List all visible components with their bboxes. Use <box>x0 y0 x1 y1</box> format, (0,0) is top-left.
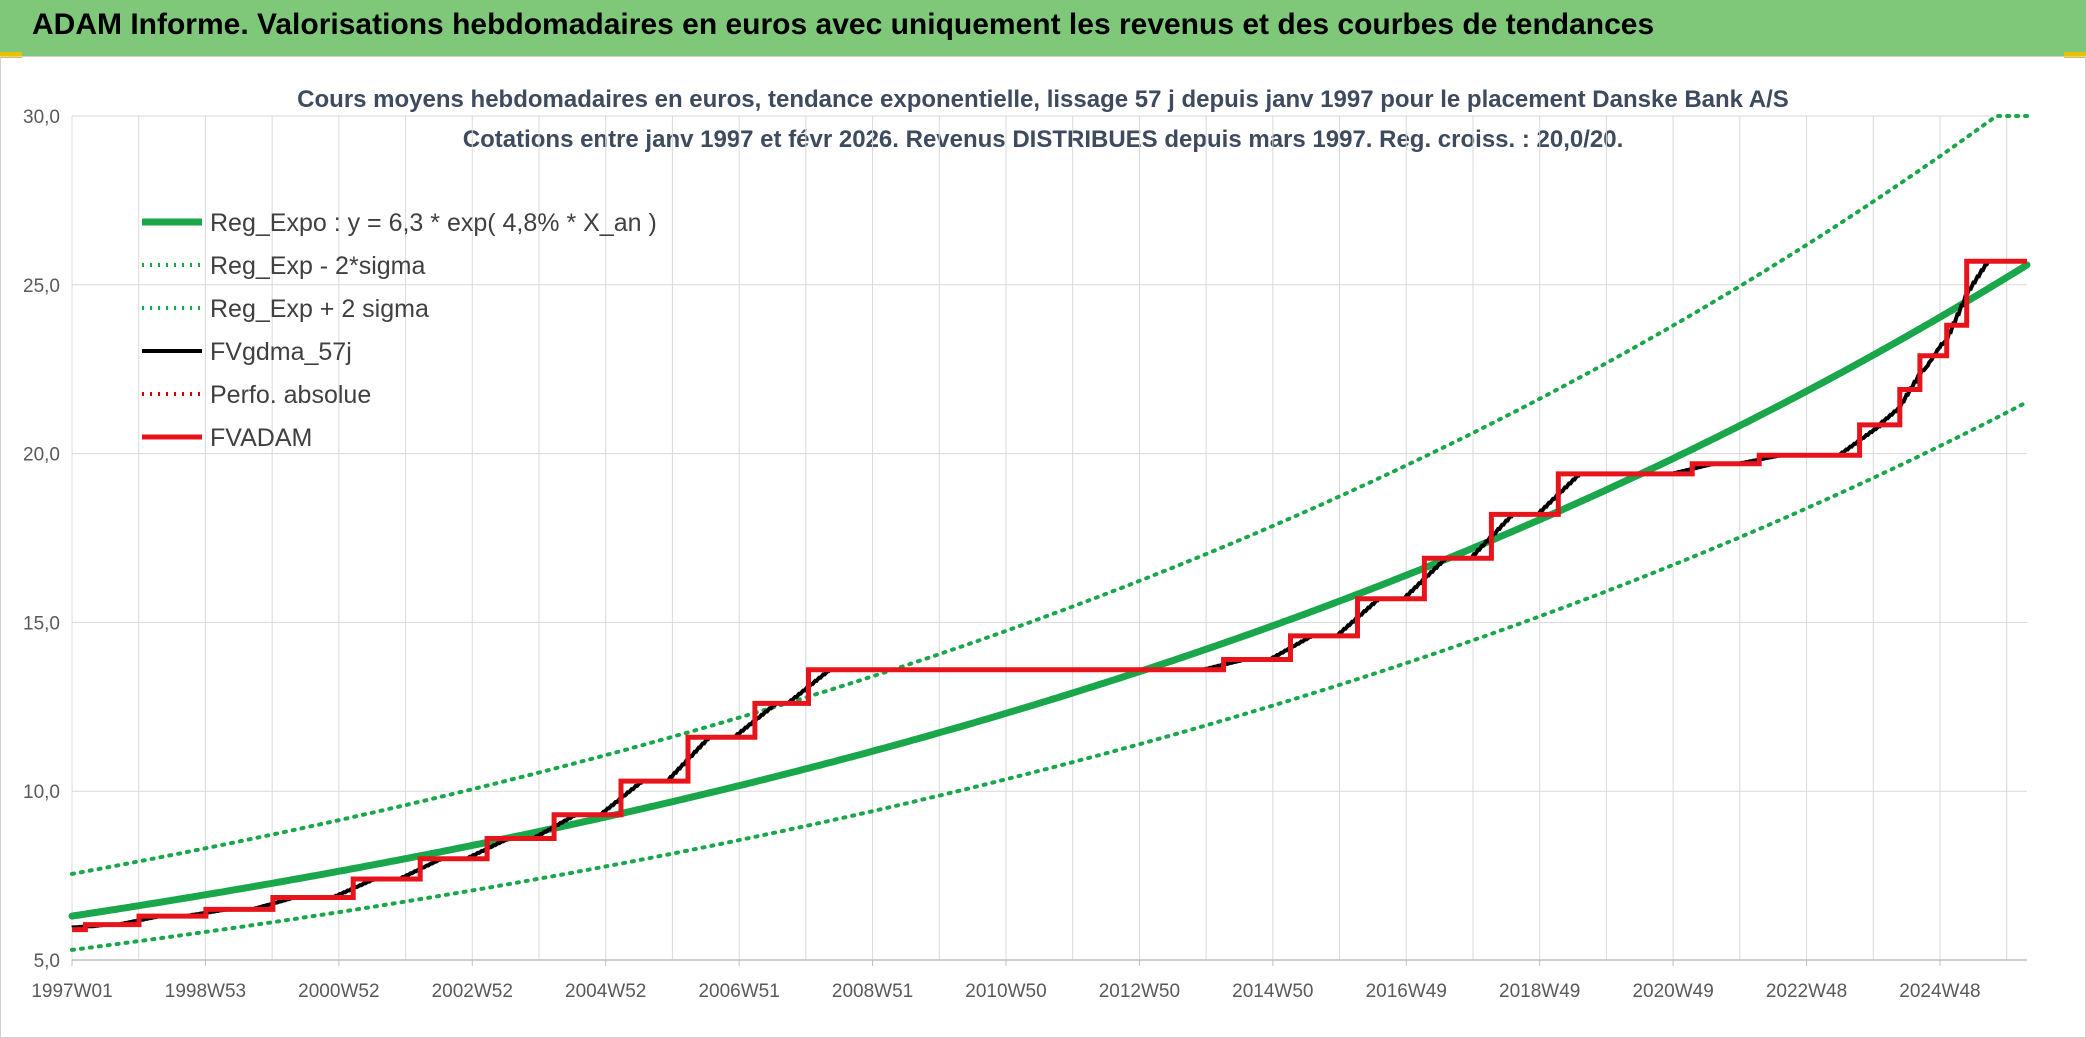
series-line-2 <box>70 114 2029 876</box>
y-tick-label: 15,0 <box>23 613 60 634</box>
legend-label: Perfo. absolue <box>210 381 371 409</box>
x-tick-label: 2020W49 <box>1632 981 1713 1002</box>
x-tick-label: 1997W01 <box>31 981 112 1002</box>
y-tick-label: 10,0 <box>23 782 60 803</box>
header-banner: ADAM Informe. Valorisations hebdomadaire… <box>0 0 2086 57</box>
series-line-smoothed <box>71 259 2027 930</box>
y-tick-label: 5,0 <box>34 951 60 972</box>
legend: Reg_Expo : y = 6,3 * exp( 4,8% * X_an ) R… <box>142 209 657 452</box>
x-tick-label: 2018W49 <box>1499 981 1580 1002</box>
legend-label: Reg_Expo : y = 6,3 * exp( 4,8% * X_an ) <box>210 209 657 237</box>
series-line-1 <box>70 400 2029 952</box>
chart-title-line2: Cotations entre janv 1997 et févr 2026. … <box>462 126 1624 153</box>
legend-label: Reg_Exp + 2 sigma <box>210 295 429 323</box>
x-tick-label: 2000W52 <box>298 981 379 1002</box>
x-tick-label: 2004W52 <box>565 981 646 1002</box>
x-tick-label: 2016W49 <box>1366 981 1447 1002</box>
x-tick-label: 2002W52 <box>432 981 513 1002</box>
legend-label: FVADAM <box>210 424 312 452</box>
x-tick-label: 2022W48 <box>1766 981 1847 1002</box>
x-tick-label: 2024W48 <box>1899 981 1980 1002</box>
page-title: ADAM Informe. Valorisations hebdomadaire… <box>32 8 1655 41</box>
x-tick-label: 2010W50 <box>965 981 1046 1002</box>
series-line-0 <box>68 261 2031 920</box>
x-tick-label: 2012W50 <box>1099 981 1180 1002</box>
corner-marker-right <box>2064 52 2086 58</box>
x-tick-label: 2006W51 <box>698 981 779 1002</box>
x-tick-label: 1998W53 <box>165 981 246 1002</box>
series-lines <box>68 114 2031 952</box>
x-tick-label: 2008W51 <box>832 981 913 1002</box>
legend-label: Reg_Exp - 2*sigma <box>210 252 425 280</box>
chart-title-line1: Cours moyens hebdomadaires en euros, ten… <box>297 86 1789 113</box>
x-tick-label: 2014W50 <box>1232 981 1313 1002</box>
gridlines <box>71 115 2027 961</box>
y-tick-label: 20,0 <box>23 445 60 466</box>
axes: 5,0 10,0 15,0 20,0 25,0 30,0 1997W01 1998W53 200… <box>23 107 2027 1002</box>
y-tick-label: 25,0 <box>23 276 60 297</box>
corner-marker-left <box>0 52 22 58</box>
y-tick-label: 30,0 <box>23 107 60 128</box>
legend-label: FVgdma_57j <box>210 338 352 366</box>
series-line-fvadam <box>71 258 2027 933</box>
